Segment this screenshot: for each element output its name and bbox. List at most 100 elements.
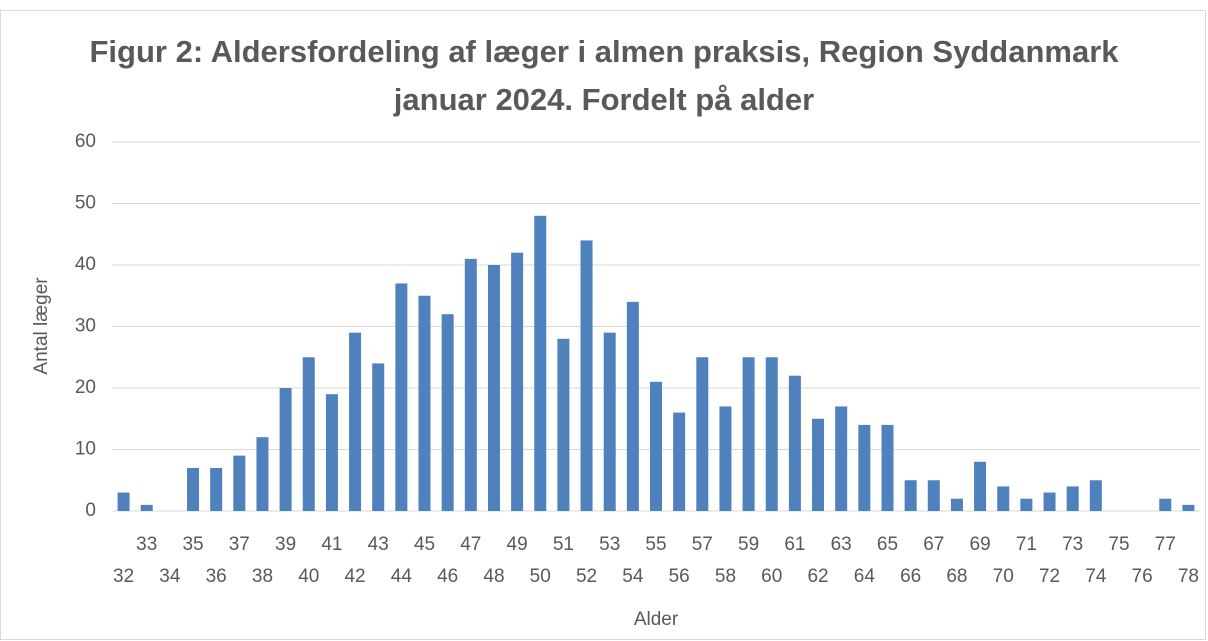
bar [626, 301, 639, 511]
x-tick-label: 54 [622, 566, 644, 587]
x-tick-label: 53 [599, 534, 620, 555]
bar [441, 314, 454, 511]
x-tick-label: 39 [275, 534, 296, 555]
x-tick-label: 47 [460, 534, 481, 555]
x-tick-label: 72 [1039, 566, 1060, 587]
x-tick-label: 76 [1132, 566, 1153, 587]
y-tick-label: 10 [75, 439, 96, 460]
x-tick-label: 62 [807, 566, 828, 587]
x-axis-label: Alder [634, 609, 679, 630]
x-tick-label: 45 [414, 534, 435, 555]
bar [349, 332, 362, 511]
x-tick-label: 40 [298, 566, 319, 587]
bar [534, 215, 547, 512]
bar [1020, 498, 1033, 511]
x-tick-label: 78 [1178, 566, 1199, 587]
bar [765, 357, 778, 511]
bar [117, 492, 130, 511]
bar [1159, 498, 1172, 511]
x-tick-label: 71 [1016, 534, 1037, 555]
x-tick-label: 64 [854, 566, 876, 587]
x-tick-label: 32 [113, 566, 134, 587]
bar [603, 332, 616, 511]
bar [858, 424, 871, 511]
bar [696, 357, 709, 511]
chart-border [0, 10, 1206, 640]
bar [279, 388, 292, 511]
x-tick-label: 74 [1085, 566, 1107, 587]
x-tick-label: 55 [645, 534, 666, 555]
bar [835, 406, 848, 511]
bar [1066, 486, 1079, 511]
y-axis-label: Antal læger [31, 277, 52, 375]
bar [395, 283, 408, 511]
bar [325, 394, 338, 511]
x-tick-label: 68 [946, 566, 967, 587]
bar [742, 357, 755, 511]
x-tick-label: 52 [576, 566, 597, 587]
bar [1089, 480, 1102, 511]
bar [650, 381, 662, 511]
x-tick-label: 59 [738, 534, 759, 555]
x-tick-label: 70 [993, 566, 1014, 587]
bar [950, 498, 963, 511]
x-tick-label: 60 [761, 566, 782, 587]
bar [788, 375, 801, 511]
x-tick-label: 58 [715, 566, 736, 587]
y-tick-label: 20 [75, 377, 96, 398]
x-tick-label: 69 [970, 534, 991, 555]
bar [997, 486, 1010, 511]
x-tick-label: 51 [553, 534, 574, 555]
x-tick-label: 33 [136, 534, 157, 555]
x-tick-label: 41 [321, 534, 342, 555]
bar [187, 467, 200, 511]
chart-title: Figur 2: Aldersfordeling af læger i alme… [89, 34, 1119, 117]
x-tick-label: 49 [507, 534, 528, 555]
x-tick-label: 46 [437, 566, 458, 587]
x-tick-label: 37 [229, 534, 250, 555]
y-tick-label: 40 [75, 254, 96, 275]
bar [210, 467, 223, 511]
bar [557, 338, 570, 511]
bar [487, 265, 500, 511]
y-tick-label: 50 [75, 193, 96, 214]
bar [302, 357, 315, 511]
bar [256, 437, 269, 511]
x-tick-label: 43 [368, 534, 389, 555]
bar [719, 406, 732, 511]
x-tick-label: 36 [206, 566, 227, 587]
x-tick-label: 61 [784, 534, 805, 555]
x-tick-label: 77 [1155, 534, 1176, 555]
bar [673, 412, 686, 511]
bar [974, 461, 987, 511]
bar [464, 258, 477, 511]
x-tick-label: 73 [1062, 534, 1083, 555]
bar [372, 363, 385, 511]
x-tick-label: 66 [900, 566, 921, 587]
bar [580, 240, 593, 511]
x-tick-label: 42 [344, 566, 365, 587]
bar [511, 252, 524, 511]
x-tick-label: 57 [692, 534, 713, 555]
bar [927, 480, 940, 511]
bar [1043, 492, 1056, 511]
bar [418, 295, 431, 511]
x-tick-label: 44 [391, 566, 413, 587]
y-tick-label: 0 [85, 500, 96, 521]
y-tick-label: 30 [75, 316, 96, 337]
y-tick-label: 60 [75, 131, 96, 152]
x-tick-label: 56 [669, 566, 690, 587]
bar [1182, 504, 1195, 511]
bar [881, 424, 894, 511]
x-tick-label: 38 [252, 566, 273, 587]
x-tick-label: 67 [923, 534, 944, 555]
x-tick-label: 48 [483, 566, 504, 587]
x-tick-label: 65 [877, 534, 898, 555]
bar [904, 480, 917, 511]
x-tick-label: 50 [530, 566, 551, 587]
bar [812, 418, 825, 511]
bar [140, 504, 153, 511]
x-tick-label: 63 [831, 534, 852, 555]
